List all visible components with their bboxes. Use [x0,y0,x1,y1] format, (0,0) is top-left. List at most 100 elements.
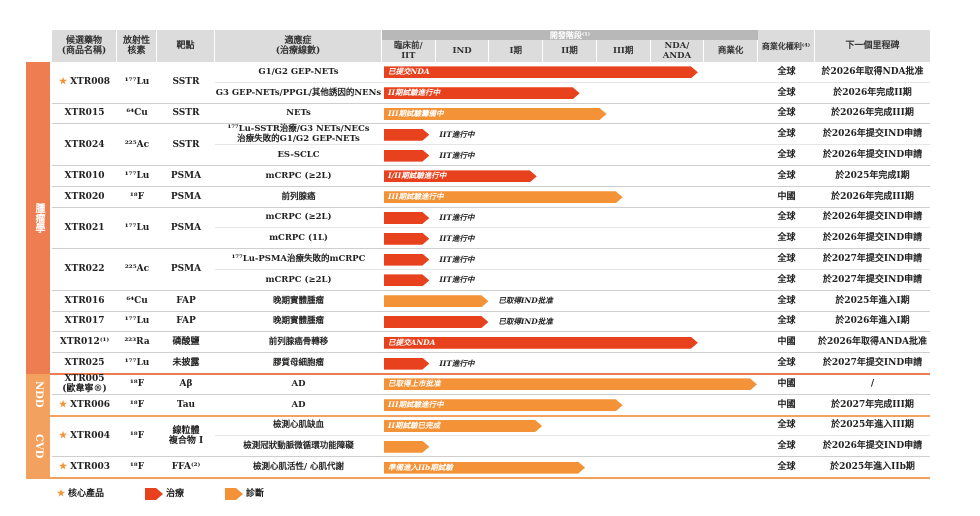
rights: 全球 [758,83,815,104]
target: Aβ [157,374,215,395]
pipeline-bar [384,316,488,328]
legend-diagnosis-swatch [225,488,243,500]
target: SSTR [157,124,215,166]
milestone: 於2026年提交IND申請 [815,208,930,229]
candidate-name: XTR006 [70,399,111,410]
legend-star: ★ [56,489,66,499]
indication: AD [215,395,382,416]
stage-cell [382,332,758,354]
milestone: 於2025年進入IIb期 [815,457,930,478]
bar-label: 已取得IND批准 [498,317,553,326]
pipeline-bar [384,295,488,307]
rights: 全球 [758,104,815,125]
candidate-name: XTR003 [70,462,111,473]
pipeline-bar [384,170,537,182]
milestone: 於2025年進入I期 [815,291,930,312]
bar-label: 已取得上市批准 [388,379,441,389]
target: FAP [157,291,215,312]
header-stage: III期 [596,40,651,62]
legend-therapy: 治療 [166,489,185,499]
indication: 前列腺癌骨轉移 [215,332,382,354]
legend-therapy-swatch [145,488,163,500]
milestone: 於2025年進入III期 [815,416,930,437]
header-stage: I期 [489,40,544,62]
bar-label: IIT進行中 [439,150,475,160]
candidate: XTR015 [52,104,117,125]
group-separator [26,414,930,417]
core-star: ★ [58,77,68,88]
target: Tau [157,395,215,416]
pipeline-bar [384,87,580,99]
indication: 膠質母細胞瘤 [215,353,382,374]
group-label: 腫瘤學 [26,62,50,373]
pipeline-bar [384,191,623,203]
indication: mCRPC (≥2L) [215,270,382,291]
stage-cell [382,104,758,125]
indication: 檢測心肌活性/ 心肌代謝 [215,457,382,478]
candidate: ★ XTR003 [52,457,117,478]
milestone: 於2026年提交IND申請 [815,124,930,146]
candidate-name: XTR017 [64,316,105,327]
indication: 晚期實體腫瘤 [215,291,382,312]
candidate: XTR012⁽¹⁾ [52,332,117,354]
stage-cell [382,62,758,83]
candidate: XTR024 [52,124,117,166]
group-separator [26,477,930,479]
rights: 全球 [758,228,815,250]
rights: 全球 [758,270,815,291]
bar-label: IIT進行中 [439,129,475,139]
pipeline-bar [384,399,623,411]
candidate-name: XTR015 [64,108,105,119]
milestone: / [815,374,930,395]
pipeline-bar [384,358,429,370]
target: SSTR [157,62,215,104]
pipeline-bar [384,254,429,266]
milestone: 於2026年完成III期 [815,187,930,208]
indication: G1/G2 GEP-NETs [215,62,382,83]
candidate: ★ XTR008 [52,62,117,104]
bar-label: IIT進行中 [439,233,475,243]
stage-cell [382,416,758,437]
bar-label: IIT進行中 [439,358,475,368]
candidate-name: XTR024 [64,139,105,150]
nuclide: ¹⁷⁷Lu [117,62,157,104]
candidate: XTR025 [52,353,117,374]
indication: 前列腺癌 [215,187,382,208]
bar-label: IIT進行中 [439,213,475,222]
candidate-name: XTR008 [70,77,111,88]
stage-cell [382,187,758,208]
nuclide: ²²⁵Ac [117,249,157,291]
target: PSMA [157,249,215,291]
nuclide: ¹⁷⁷Lu [117,353,157,374]
stage-cell [382,208,758,229]
indication: 檢測心肌缺血 [215,416,382,437]
candidate-name: XTR005 (歐韋寧®) [62,373,107,394]
group-label: NDD [26,374,50,415]
stage-cell [382,249,758,270]
candidate-name: XTR020 [64,191,105,202]
stage-cell [382,166,758,187]
header-rights: 商業化權利⁽⁴⁾ [758,30,815,62]
nuclide: ¹⁸F [117,395,157,416]
nuclide: ¹⁷⁷Lu [117,166,157,187]
header-stage: IND [435,40,490,62]
target: FFA⁽²⁾ [157,457,215,478]
bar-label: II期試驗已完成 [388,421,441,430]
milestone: 於2026年提交IND申請 [815,436,930,458]
rights: 全球 [758,312,815,333]
rights: 全球 [758,249,815,270]
pipeline-bar [384,441,429,453]
target: PSMA [157,208,215,250]
stage-cell [382,312,758,333]
rights: 全球 [758,145,815,166]
pipeline-bar [384,129,429,141]
bar-label: II期試驗進行中 [388,88,441,98]
header-target: 靶點 [157,30,215,62]
rights: 全球 [758,436,815,458]
stage-cell [382,83,758,104]
stage-cell [382,436,758,458]
candidate: ★ XTR006 [52,395,117,416]
rights: 全球 [758,124,815,146]
header-indication: 適應症 (治療線數) [215,30,382,62]
